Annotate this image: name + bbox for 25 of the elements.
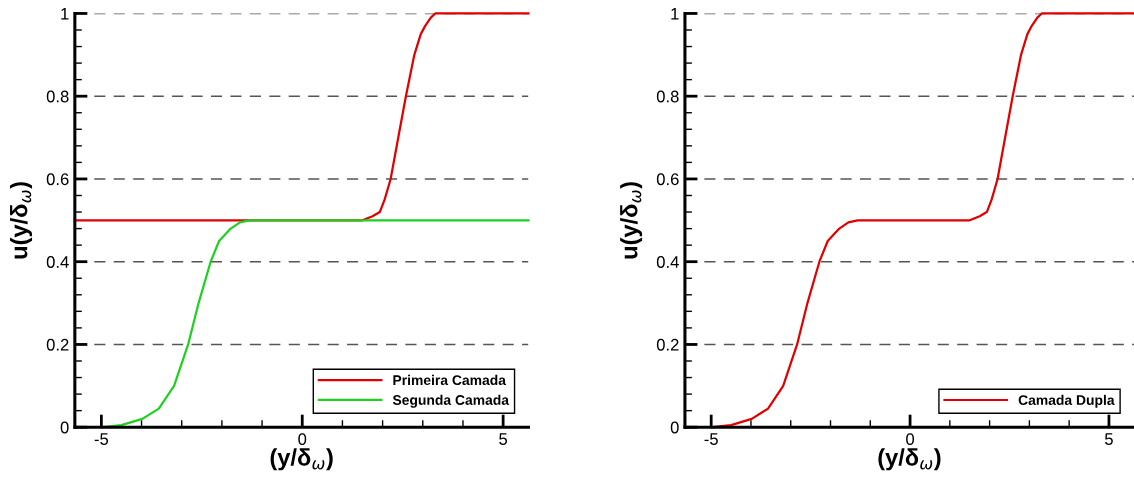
x-tick-label: 5 (1104, 433, 1113, 445)
legend-label: Segunda Camada (392, 394, 510, 408)
y-tick-label: 0.8 (46, 90, 69, 103)
x-tick-label: 5 (499, 433, 508, 445)
y-tick-label: 0.6 (46, 173, 69, 186)
y-tick-label: 0.6 (656, 173, 679, 186)
y-tick-label: 0.8 (656, 90, 679, 103)
x-tick-label: -5 (704, 433, 718, 445)
legend-label: Camada Dupla (1018, 394, 1115, 408)
y-tick-label: 0 (670, 421, 679, 434)
y-tick-label: 1 (61, 8, 69, 20)
y-axis-title: u(y/δ$_{ω}$) (620, 182, 643, 259)
y-tick-label: 0.2 (656, 338, 679, 351)
x-axis-title: (y/δ$_{ω}$) (878, 448, 941, 471)
y-tick-label: 0.2 (46, 338, 69, 351)
y-tick-label: 0.4 (656, 256, 679, 268)
x-axis-title: (y/δ$_{ω}$) (270, 448, 333, 471)
y-tick-label: 1 (671, 8, 679, 20)
legend-label: Primeira Camada (393, 374, 507, 386)
x-tick-label: 0 (298, 433, 307, 445)
x-tick-label: -5 (94, 433, 109, 445)
y-tick-label: 0 (60, 421, 69, 434)
x-tick-label: 0 (906, 433, 915, 445)
y-axis-title: u(y/δ$_{ω}$) (10, 182, 33, 259)
y-tick-label: 0.4 (46, 256, 69, 268)
